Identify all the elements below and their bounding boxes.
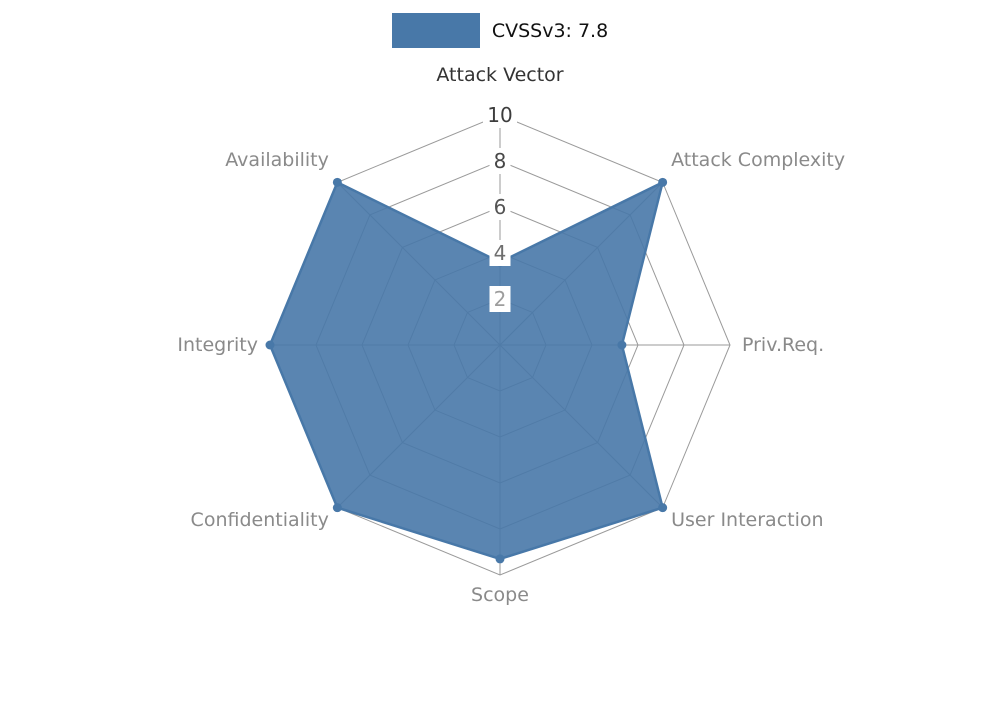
- data-point: [617, 340, 627, 350]
- data-point: [332, 177, 342, 187]
- radial-tick-label: 6: [494, 195, 507, 219]
- radial-tick-label: 10: [487, 103, 512, 127]
- data-point: [495, 554, 505, 564]
- data-point: [658, 177, 668, 187]
- tick-label-box: [489, 194, 511, 220]
- axis-label: Availability: [225, 149, 329, 171]
- axis-label: Scope: [471, 584, 529, 606]
- tick-label-box: [489, 240, 511, 266]
- axis-label: Attack Complexity: [671, 149, 845, 171]
- radial-tick-label: 2: [494, 287, 507, 311]
- data-point: [658, 503, 668, 513]
- axis-label: Integrity: [177, 334, 258, 356]
- tick-label-box: [489, 286, 511, 312]
- data-point: [265, 340, 275, 350]
- radial-tick-label: 8: [494, 149, 507, 173]
- data-polygon: [268, 181, 664, 561]
- axis-label: Priv.Req.: [742, 334, 824, 356]
- tick-label-box: [483, 102, 517, 128]
- axis-label: Confidentiality: [191, 509, 329, 531]
- axis-label: Attack Vector: [436, 64, 563, 86]
- tick-label-box: [489, 148, 511, 174]
- axis-label: User Interaction: [671, 509, 823, 531]
- radial-tick-label: 4: [494, 241, 507, 265]
- data-point: [332, 503, 342, 513]
